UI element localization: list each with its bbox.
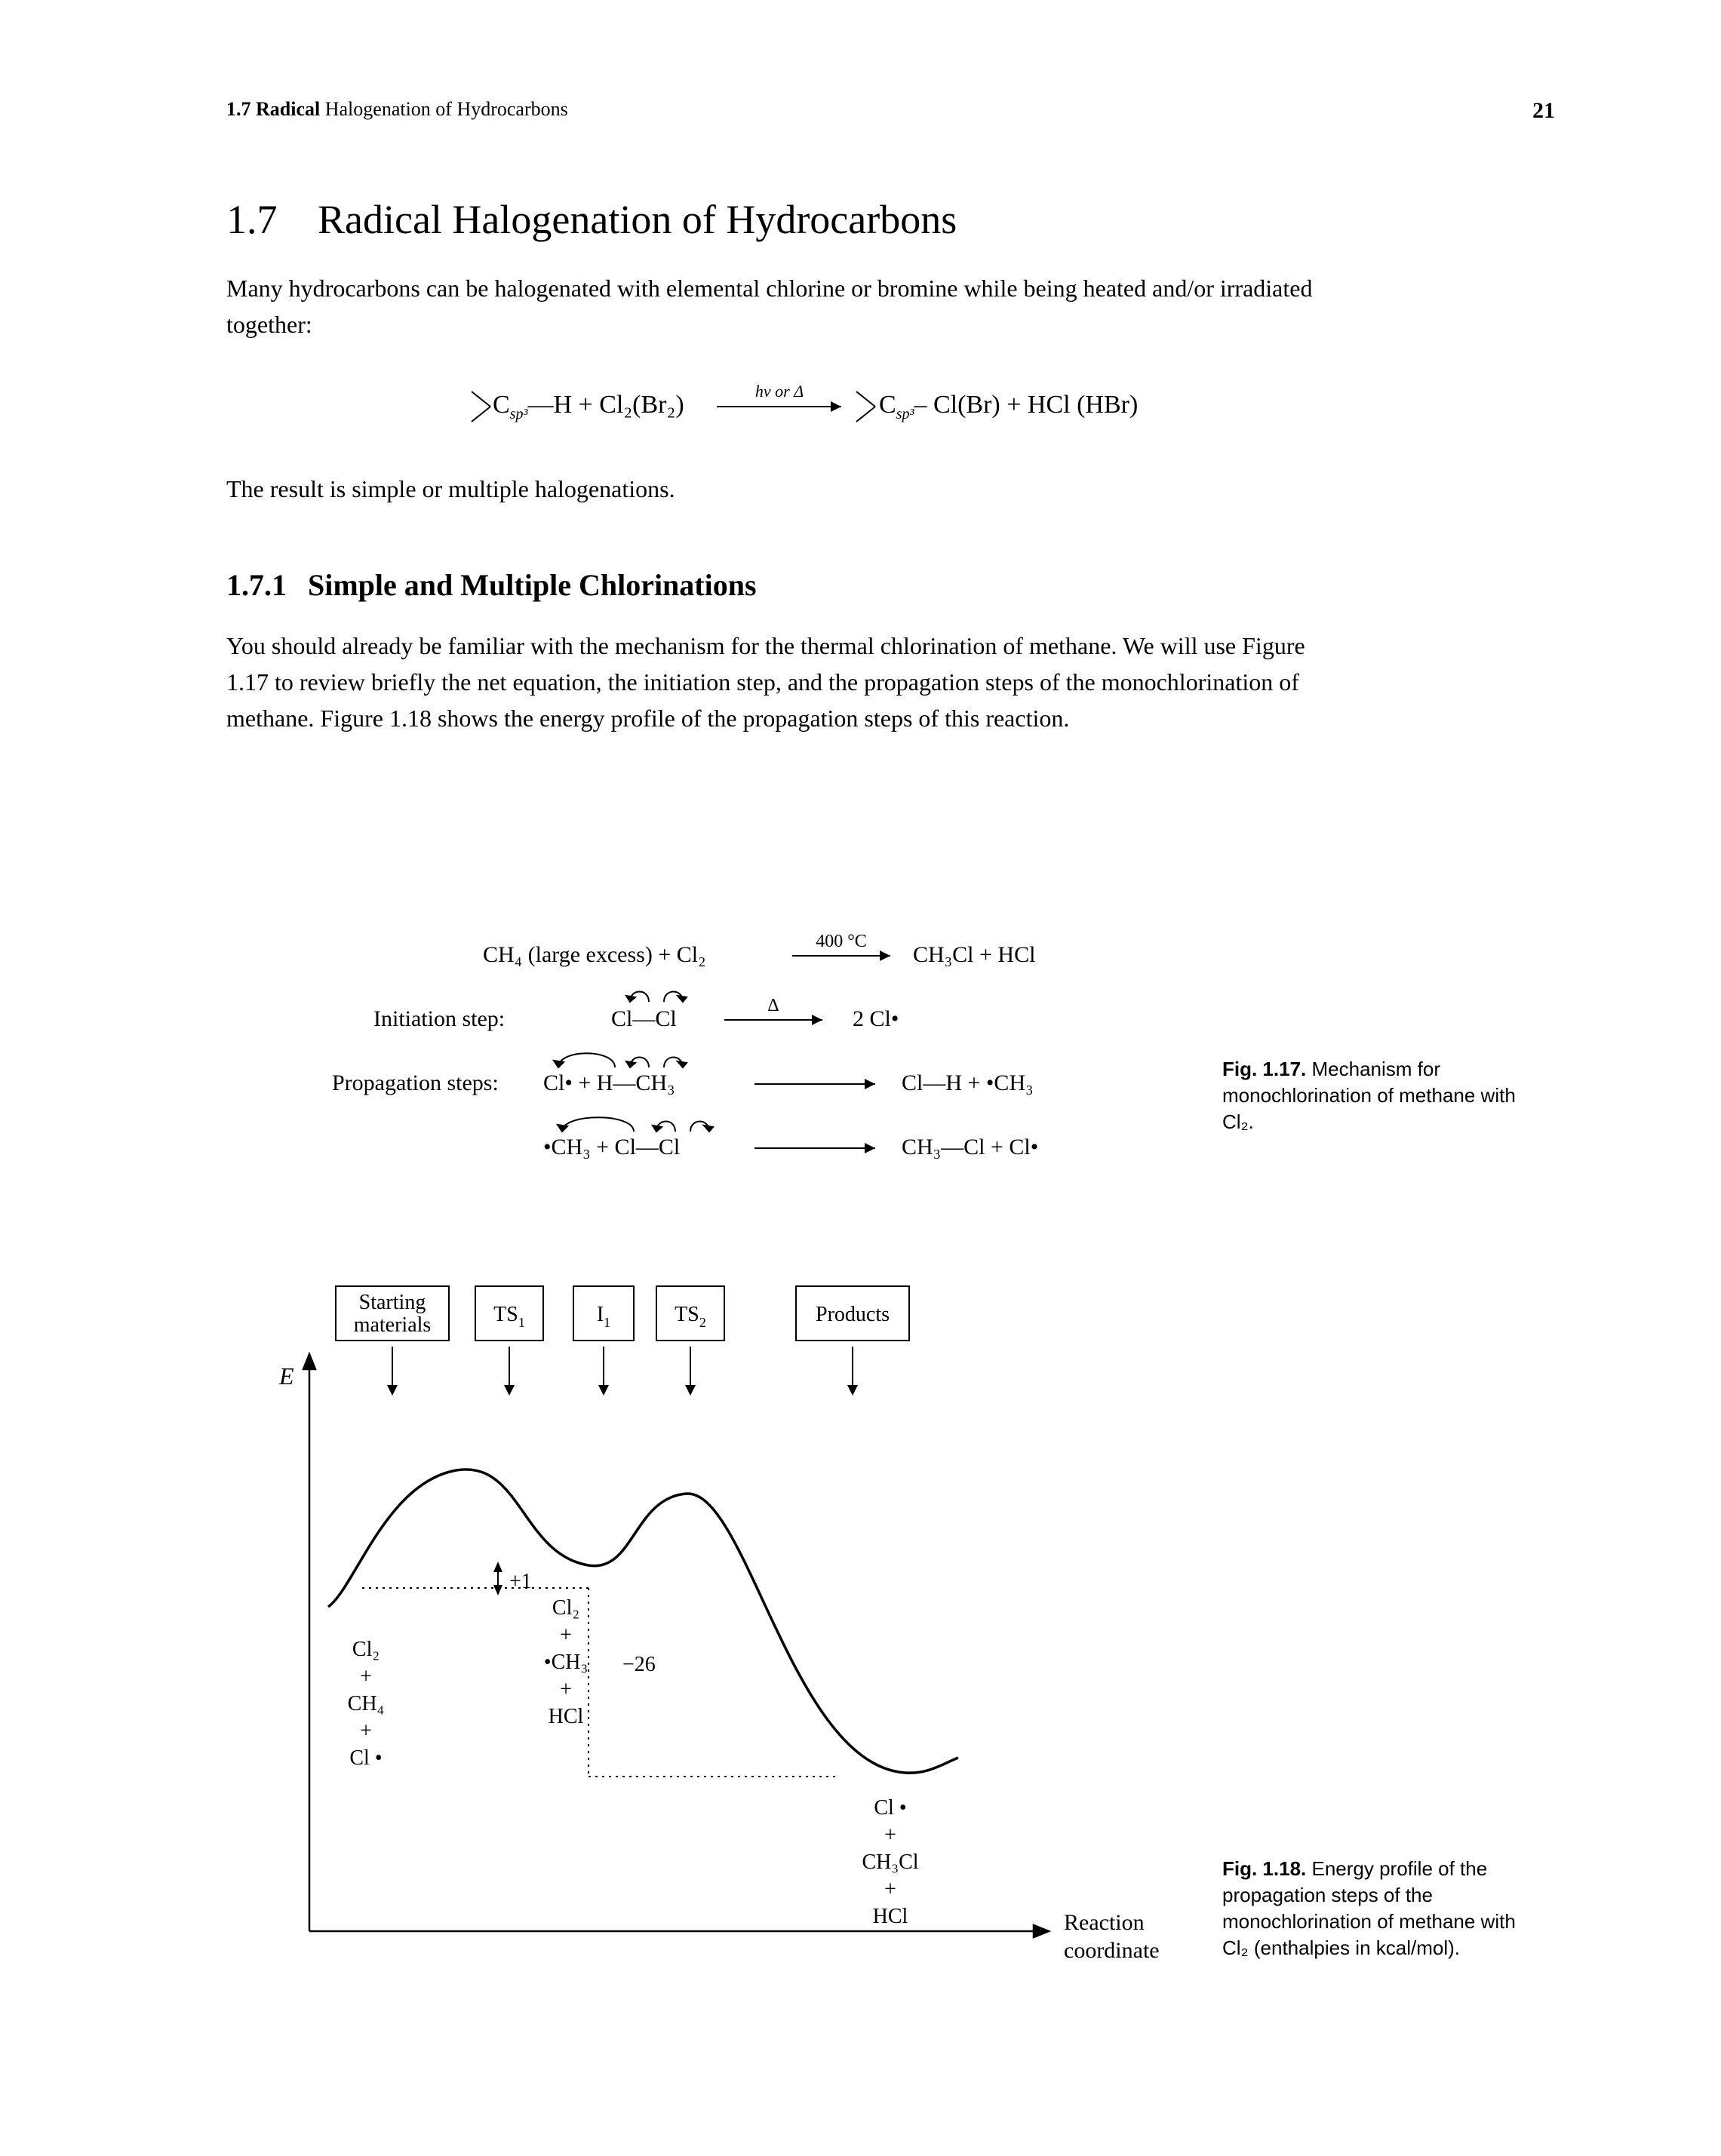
init-arrow-icon: Δ bbox=[724, 996, 822, 1025]
arrow-label: hv or Δ bbox=[755, 382, 804, 401]
svg-text:+: + bbox=[360, 1719, 372, 1743]
svg-text:HCl: HCl bbox=[873, 1905, 908, 1928]
mechanism-paragraph: You should already be familiar with the … bbox=[226, 628, 1320, 736]
svg-text:+: + bbox=[884, 1823, 896, 1847]
x-axis-label-1: Reaction bbox=[1064, 1910, 1145, 1935]
prop2-arrow-icon bbox=[754, 1143, 875, 1153]
svg-text:Cl •: Cl • bbox=[874, 1796, 906, 1820]
eq-right: Csp³– Cl(Br) + HCl (HBr) bbox=[879, 391, 1138, 422]
fig118-caption: Fig. 1.18. Energy profile of the propaga… bbox=[1222, 1856, 1539, 1961]
prop1-right: Cl—H + •CH₃ bbox=[902, 1070, 1034, 1095]
figure-1-18: E Reaction coordinate Startingmaterials T… bbox=[264, 1252, 1207, 2007]
bond-angle-left-icon bbox=[472, 392, 490, 422]
svg-text:TS1: TS1 bbox=[493, 1303, 525, 1330]
running-head-rest: Halogenation of Hydrocarbons bbox=[325, 98, 568, 120]
delta1-label: +1 bbox=[509, 1570, 532, 1593]
page: 1.7 Radical Halogenation of Hydrocarbons… bbox=[0, 0, 1721, 2156]
figure-1-17: CH₄ (large excess) + Cl₂ 400 °C CH₃Cl + … bbox=[332, 928, 1200, 1188]
svg-text:Cl •: Cl • bbox=[349, 1746, 382, 1770]
svg-text:•CH₃: •CH₃ bbox=[544, 1651, 588, 1674]
fishhook-icon bbox=[626, 992, 687, 1003]
svg-text:+: + bbox=[360, 1665, 372, 1688]
result-paragraph: The result is simple or multiple halogen… bbox=[226, 471, 1320, 507]
eq-left-C: Csp³—H + Cl₂(Br₂) bbox=[493, 391, 684, 422]
net-right: CH₃Cl + HCl bbox=[913, 942, 1035, 967]
bond-angle-right-icon bbox=[856, 392, 875, 422]
section-number: 1.7 bbox=[226, 196, 278, 243]
mid-stack: Cl₂ + •CH₃ + HCl bbox=[544, 1596, 588, 1728]
svg-text:+: + bbox=[884, 1878, 896, 1901]
prop-label: Propagation steps: bbox=[332, 1070, 499, 1095]
running-head-section: 1.7 Radical bbox=[226, 98, 320, 120]
svg-text:HCl: HCl bbox=[549, 1705, 584, 1728]
y-axis-label: E bbox=[278, 1362, 294, 1390]
page-number: 21 bbox=[1532, 98, 1555, 124]
subsection-title: 1.7.1 Simple and Multiple Chlorinations bbox=[226, 567, 1555, 603]
svg-text:Cl₂: Cl₂ bbox=[552, 1596, 579, 1620]
net-arrow-icon: 400 °C bbox=[792, 932, 890, 961]
general-equation: Csp³—H + Cl₂(Br₂) hv or Δ Csp³– Cl(Br) +… bbox=[226, 373, 1320, 441]
svg-text:+: + bbox=[560, 1623, 572, 1647]
fig117-caption-bold: Fig. 1.17. bbox=[1222, 1058, 1306, 1080]
left-stack: Cl₂ + CH₄ + Cl • bbox=[348, 1638, 385, 1770]
reaction-arrow-icon: hv or Δ bbox=[717, 382, 841, 412]
svg-text:I1: I1 bbox=[597, 1303, 610, 1330]
fig118-svg: E Reaction coordinate Startingmaterials T… bbox=[264, 1252, 1207, 2007]
box-row: Startingmaterials TS1 I1 TS2 Products bbox=[336, 1286, 909, 1396]
fig117-caption: Fig. 1.17. Mechanism for monochlorinatio… bbox=[1222, 1056, 1539, 1135]
running-head: 1.7 Radical Halogenation of Hydrocarbons bbox=[226, 98, 568, 121]
axes-icon bbox=[303, 1354, 1049, 1937]
svg-text:+: + bbox=[560, 1678, 572, 1701]
right-stack: Cl • + CH₃Cl + HCl bbox=[862, 1796, 918, 1928]
svg-text:CH₄: CH₄ bbox=[348, 1692, 385, 1715]
fishhook-icon-3 bbox=[558, 1117, 713, 1132]
fishhook-icon-2 bbox=[554, 1053, 687, 1067]
delta2-label: −26 bbox=[622, 1653, 656, 1676]
init-right: 2 Cl• bbox=[853, 1006, 899, 1031]
prop2-left: •CH₃ + Cl—Cl bbox=[543, 1135, 680, 1159]
fig118-caption-bold: Fig. 1.18. bbox=[1222, 1857, 1306, 1880]
net-arrow-label: 400 °C bbox=[816, 932, 867, 951]
svg-text:Cl₂: Cl₂ bbox=[352, 1638, 380, 1661]
delta1-marker: +1 bbox=[493, 1562, 532, 1596]
prop1-arrow-icon bbox=[754, 1079, 875, 1089]
section-title-text: Radical Halogenation of Hydrocarbons bbox=[318, 197, 957, 242]
svg-text:Products: Products bbox=[816, 1303, 890, 1326]
svg-text:materials: materials bbox=[354, 1313, 432, 1337]
prop1-left: Cl• + H—CH₃ bbox=[543, 1070, 675, 1095]
intro-paragraph: Many hydrocarbons can be halogenated wit… bbox=[226, 270, 1320, 342]
init-label: Initiation step: bbox=[373, 1006, 505, 1031]
section-title: 1.7 Radical Halogenation of Hydrocarbons bbox=[226, 196, 1555, 243]
init-arrow-label: Δ bbox=[767, 996, 779, 1015]
energy-curve bbox=[328, 1470, 958, 1773]
svg-text:Starting: Starting bbox=[359, 1291, 426, 1314]
init-left: Cl—Cl bbox=[611, 1006, 677, 1031]
subsection-number: 1.7.1 bbox=[226, 568, 287, 602]
fig117-svg: CH₄ (large excess) + Cl₂ 400 °C CH₃Cl + … bbox=[332, 928, 1200, 1184]
dotted-lines bbox=[362, 1588, 837, 1777]
prop2-right: CH₃—Cl + Cl• bbox=[902, 1135, 1038, 1159]
svg-text:TS2: TS2 bbox=[675, 1303, 706, 1330]
net-left: CH₄ (large excess) + Cl₂ bbox=[483, 942, 706, 967]
subsection-title-text: Simple and Multiple Chlorinations bbox=[308, 568, 757, 602]
general-equation-svg: Csp³—H + Cl₂(Br₂) hv or Δ Csp³– Cl(Br) +… bbox=[358, 373, 1188, 441]
x-axis-label-2: coordinate bbox=[1064, 1938, 1160, 1963]
svg-text:CH₃Cl: CH₃Cl bbox=[862, 1850, 918, 1874]
